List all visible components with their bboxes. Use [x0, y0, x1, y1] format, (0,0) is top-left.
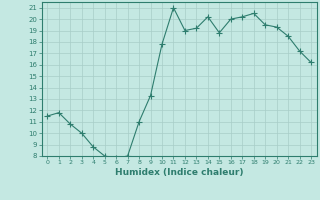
- X-axis label: Humidex (Indice chaleur): Humidex (Indice chaleur): [115, 168, 244, 177]
